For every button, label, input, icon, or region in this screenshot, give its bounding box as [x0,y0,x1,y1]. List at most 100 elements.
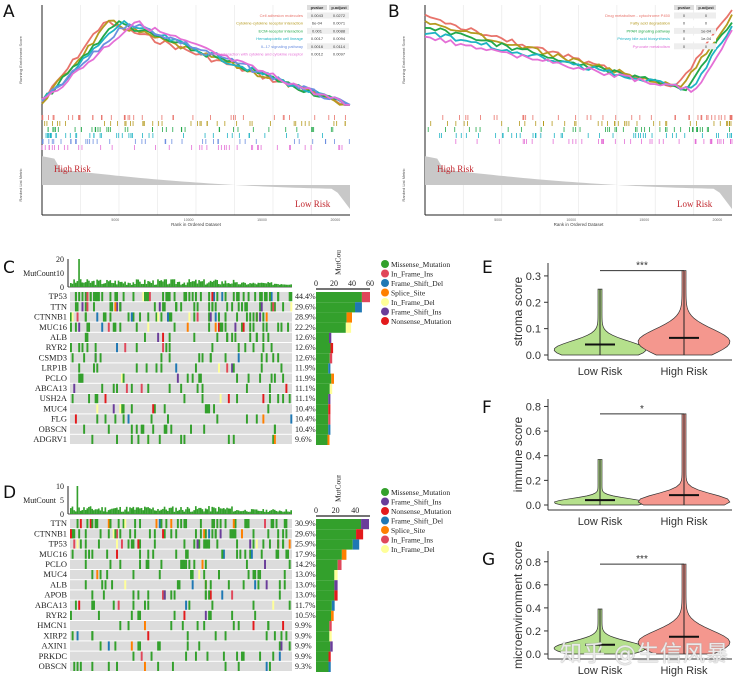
mutation-cell [244,549,247,559]
mutation-cell [216,539,219,549]
mutation-cell [119,322,122,332]
mutation-cell [245,414,248,424]
mutcount-bar [124,281,126,287]
mutation-cell [232,529,235,539]
mutation-cell [162,292,165,302]
mutation-cell [272,434,275,444]
mutcount-bar [145,283,148,287]
mutation-cell [158,302,161,312]
mutcount-bar [206,283,209,287]
mutcount-bar [272,509,274,514]
oncoplot-row-bg [70,580,292,590]
gsea-plot-b: Running Enrichment Score Ranked List Metr… [401,5,733,227]
gene-pct: 44.4% [295,292,316,301]
oncoplot-row-bg [70,539,292,549]
mutcount-bar [290,284,292,287]
mutation-cell [94,292,97,302]
mutcount-bar [86,279,89,287]
significance-stars: *** [636,554,648,565]
mutation-cell [278,651,281,661]
gene-mutcount-bar-segment [329,621,332,632]
mutation-cell [162,529,165,539]
mutation-cell [147,549,150,559]
high-risk-label: High Risk [54,164,91,174]
mutcount-bar [107,510,110,514]
top-axis-label: MutCount [23,269,57,278]
oncoplot-c: 0 10 20 MutCount TP53 44.4% TTN 29.6% CTNNB1 28.9… [23,243,452,445]
gene-pct: 28.9% [295,313,316,322]
mutation-cell [191,373,194,383]
mutation-cell [101,322,104,332]
top-axis-label: MutCount [23,496,57,505]
mutation-cell [173,322,176,332]
pathway-name: Cytokine-cytokine receptor interaction [236,21,303,26]
mutation-cell [270,302,273,312]
mutcount-bar [213,507,215,514]
mutation-cell [273,373,276,383]
mutation-cell [160,353,163,363]
mutation-cell [84,549,87,559]
mutcount-bar [130,284,133,287]
mutation-cell [265,312,268,322]
mutcount-bar [283,511,286,514]
x-tick-label: 10000 [184,218,194,222]
mutation-cell [148,292,151,302]
mutcount-bar [226,507,228,514]
mutcount-bar [114,280,117,287]
mutation-cell [193,559,196,569]
mutation-cell [262,539,265,549]
oncoplot-row-bg [70,661,292,671]
mutcount-bar [190,282,192,287]
mutation-cell [81,292,84,302]
mutation-cell [185,292,188,302]
mutcount-bar [201,281,204,287]
gene-pct: 10.4% [295,425,316,434]
mutation-cell [171,661,174,671]
oncoplot-row-bg [70,343,292,353]
mutation-cell [112,529,115,539]
oncoplot-row-bg [70,600,292,610]
mutation-cell [117,519,120,529]
mutation-cell [250,549,253,559]
x-tick-label: Low Risk [578,665,623,677]
mutation-cell [213,519,216,529]
mutcount-bar [265,283,268,287]
mutcount-bar [270,510,273,514]
gene-label: TP53 [49,539,67,549]
mutation-cell [114,529,117,539]
mutcount-bar [285,284,288,287]
mutation-cell [93,363,95,373]
gene-mutcount-bar [316,621,330,632]
legend-swatch [381,307,389,316]
right-tick-label: 60 [366,279,374,288]
mutation-cell [185,519,188,529]
mutcount-bar [153,284,156,287]
mutcount-bar [267,511,269,514]
oncoplot-row-bg [70,631,292,641]
mutation-cell [209,353,212,363]
mutation-cell [208,610,211,620]
mutation-cell [236,549,239,559]
pvalue: 0.001 [312,28,323,33]
mutcount-bar [97,508,100,514]
mutcount-bar [237,284,240,287]
mutation-cell [176,519,179,529]
mutation-cell [194,651,197,661]
mutcount-bar [70,508,72,514]
mutcount-bar [127,511,130,514]
mutation-cell [74,414,77,424]
gene-label: OBSCN [39,661,67,671]
legend-label: In_Frame_Ins [391,270,433,279]
mutcount-bar [102,283,105,287]
mutcount-bar [250,283,253,287]
mutation-cell [236,539,239,549]
panel-f: F 0.0 0.2 0.4 0.6 0.8 immune score Low Risk Hig… [460,390,738,530]
y-tick-label: 0.8 [526,401,541,413]
low-risk-label: Low Risk [677,199,713,209]
mutation-cell [165,424,168,434]
mutation-cell [260,302,263,312]
y-axis-label-bottom: Ranked List Metric [18,168,23,201]
mutcount-bar [213,280,215,287]
mutation-cell [186,631,189,641]
gene-pct: 11.9% [295,364,316,373]
